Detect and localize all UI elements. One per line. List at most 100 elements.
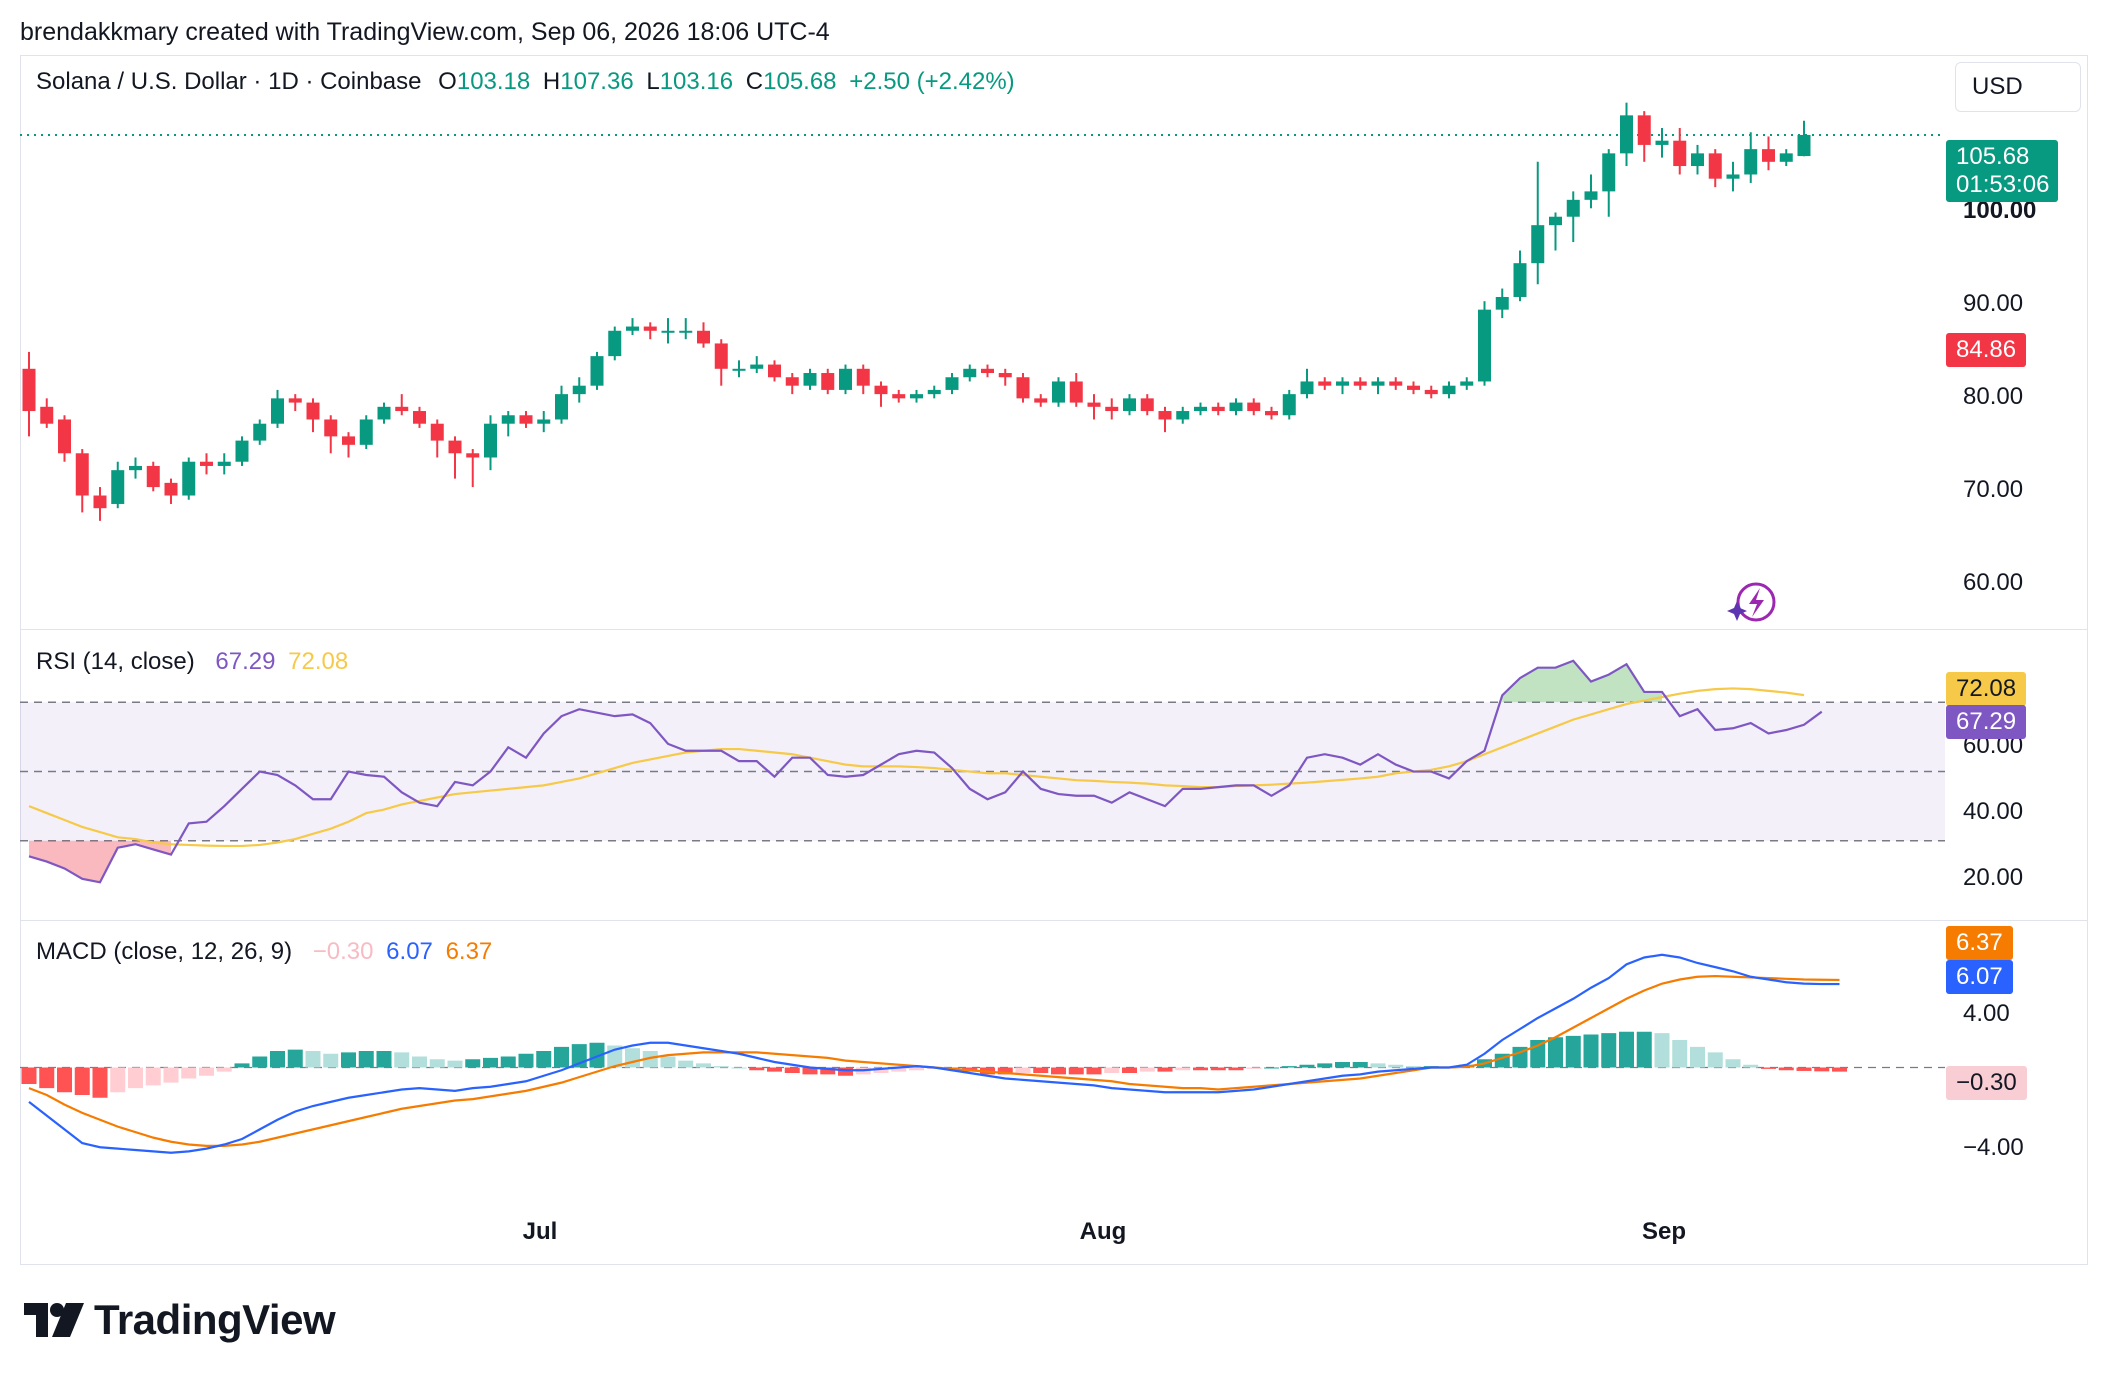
macd-histogram-bar (1193, 1067, 1208, 1071)
candle (324, 415, 338, 454)
macd-histogram-bar (554, 1046, 569, 1068)
candle (714, 339, 728, 386)
candle (1495, 288, 1509, 319)
macd-histogram-bar (1051, 1067, 1066, 1075)
candle (1549, 212, 1562, 251)
candle-body (1549, 216, 1562, 226)
candle-body (821, 373, 835, 390)
pane-separator-macd[interactable] (20, 920, 2088, 921)
price-tick-90: 90.00 (1963, 290, 2024, 317)
candle (200, 453, 213, 475)
macd-histogram-bar (1228, 1067, 1244, 1071)
candle-body (519, 415, 533, 424)
candle-body (1407, 385, 1420, 390)
rsi-ma-badge: 72.08 (1946, 672, 2027, 706)
macd-histogram-bar (234, 1063, 250, 1068)
candle (377, 402, 391, 424)
macd-histogram-bar (660, 1056, 676, 1068)
macd-histogram-bar (1352, 1062, 1368, 1068)
rsi-title[interactable]: RSI (14, close) (36, 648, 195, 675)
macd-pane[interactable] (20, 953, 1945, 1154)
candle-body (1069, 381, 1083, 403)
macd-histogram-bar (74, 1067, 90, 1095)
candle-body (572, 385, 586, 395)
candle (1762, 136, 1775, 171)
macd-tick-neg4: −4.00 (1963, 1134, 2024, 1161)
open-label: O (438, 68, 457, 95)
candle-body (501, 415, 515, 424)
candle-body (963, 368, 977, 378)
candle (785, 373, 799, 395)
x-tick-sep: Sep (1641, 1218, 1687, 1245)
candle-body (661, 330, 675, 333)
candle (998, 368, 1012, 386)
candle-body (768, 364, 781, 378)
macd-histogram-bar (784, 1067, 800, 1073)
candle (1052, 377, 1065, 407)
rsi-ma-line (28, 687, 1805, 848)
candle (1513, 250, 1527, 302)
macd-histogram-bar (1654, 1033, 1670, 1068)
candle (22, 351, 36, 437)
macd-histogram-bar (696, 1063, 711, 1068)
currency-button[interactable]: USD (1955, 62, 2081, 112)
macd-histogram-bar (1086, 1067, 1102, 1075)
macd-histogram-bar (1175, 1067, 1191, 1071)
candle-body (1087, 402, 1101, 407)
candle (271, 389, 284, 428)
macd-histogram-bar (1246, 1067, 1262, 1069)
macd-histogram-bar (1690, 1046, 1705, 1068)
candle (466, 449, 480, 488)
candle (217, 453, 231, 475)
macd-histogram-bar (1636, 1031, 1652, 1068)
candle-body (200, 461, 213, 466)
candle (1265, 406, 1278, 420)
chart-frame[interactable] (20, 55, 2088, 1265)
pane-separator-rsi[interactable] (20, 629, 2088, 630)
candle-body (164, 482, 178, 496)
candle-body (714, 343, 728, 369)
high-value: 107.36 (560, 68, 634, 95)
candle-body (395, 406, 409, 412)
macd-line (28, 953, 1840, 1154)
price-pane[interactable] (20, 102, 1945, 521)
candle-body (288, 398, 302, 403)
symbol-title[interactable]: Solana / U.S. Dollar · 1D · Coinbase (36, 68, 422, 95)
replay-icon[interactable] (1727, 582, 1776, 622)
candle-body (1034, 398, 1048, 403)
candle-body (306, 402, 320, 420)
candle-body (1708, 153, 1722, 179)
rsi-tick-20: 20.00 (1963, 864, 2024, 891)
rsi-overbought-fill (1502, 660, 1662, 703)
macd-histogram-bar (1122, 1067, 1137, 1073)
candle (1176, 406, 1190, 424)
candle-body (537, 419, 551, 424)
candle-body (40, 406, 54, 424)
candle (430, 419, 444, 458)
macd-hist-value: −0.30 (312, 938, 374, 965)
candle-body (927, 389, 941, 395)
candle-body (1353, 381, 1367, 386)
candle-body (58, 419, 71, 454)
candle-body (484, 423, 497, 458)
candle-body (1513, 263, 1527, 297)
candle (1318, 377, 1332, 390)
macd-histogram-bar (1761, 1067, 1776, 1069)
rsi-ma-value: 72.08 (288, 648, 349, 675)
rsi-legend: RSI (14, close) 67.29 72.08 (36, 648, 354, 676)
candle (75, 449, 89, 513)
candle-body (1265, 411, 1278, 416)
rsi-pane[interactable] (20, 659, 1945, 884)
candle-body (1478, 309, 1491, 382)
candle-body (129, 465, 142, 471)
candle (182, 457, 196, 500)
candle-body (1318, 381, 1332, 386)
candle-body (590, 356, 604, 386)
candle-body (1797, 134, 1811, 157)
candle-body (217, 461, 231, 466)
tradingview-logo[interactable]: TradingView (24, 1295, 336, 1345)
candle-body (377, 406, 391, 420)
macd-histogram-bar (1796, 1067, 1812, 1071)
macd-title[interactable]: MACD (close, 12, 26, 9) (36, 938, 293, 965)
